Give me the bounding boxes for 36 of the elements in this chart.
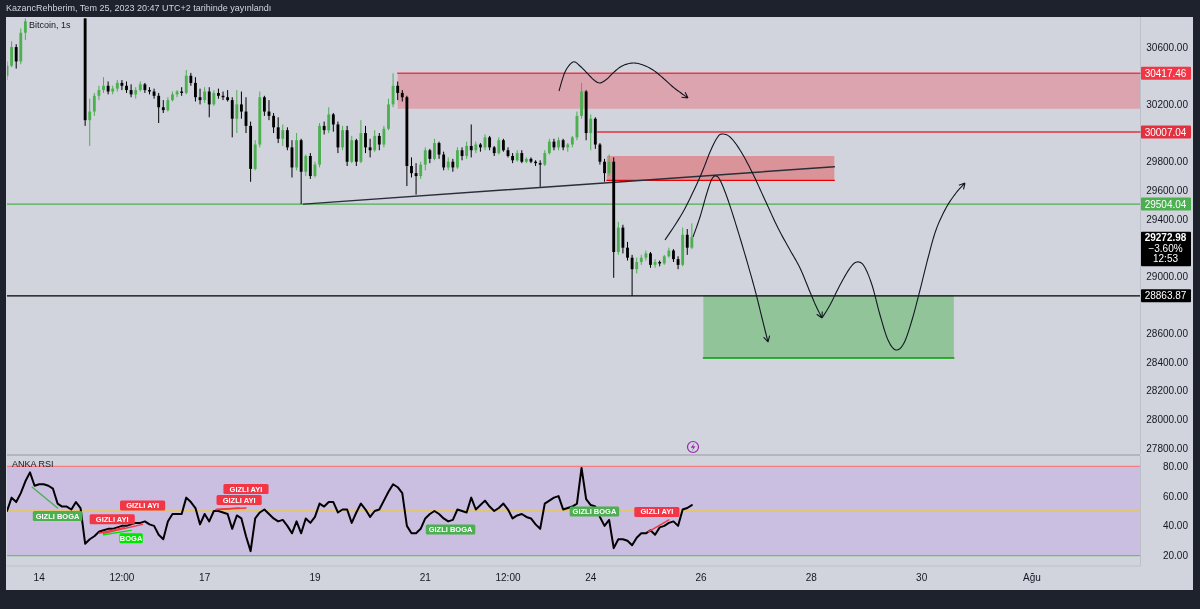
y-tick-label: 29000.00 — [1146, 270, 1189, 282]
ref-line-label: 28863.87 — [1144, 290, 1187, 302]
data-label: 30417.46 — [1144, 67, 1187, 79]
y-tick-label: 28400.00 — [1146, 356, 1189, 368]
x-tick-label: Ağu — [1023, 572, 1041, 583]
x-tick-label: 14 — [33, 572, 46, 583]
ref-line-label: 29504.04 — [1144, 198, 1187, 210]
text: −3.60% — [1148, 242, 1183, 254]
y-tick-label: 60.00 — [1162, 490, 1189, 502]
x-tick-label: 19 — [309, 572, 321, 583]
y-tick-label: 29800.00 — [1146, 156, 1189, 168]
y-tick-label: 28600.00 — [1146, 328, 1189, 340]
y-tick-label: 29600.00 — [1146, 184, 1189, 196]
x-tick-label: 17 — [199, 572, 211, 583]
y-tick-label: 29400.00 — [1146, 213, 1189, 225]
y-tick-label: 28000.00 — [1146, 414, 1189, 426]
chart-subtitle: KazancRehberim, Tem 25, 2023 20:47 UTC+2 tarihinde yayınlandı — [6, 3, 272, 13]
y-tick-label: 30600.00 — [1146, 41, 1189, 53]
y-tick-label: 80.00 — [1162, 460, 1189, 472]
y-tick-label: 30200.00 — [1146, 98, 1189, 110]
chart-title: ANKA RSI — [12, 459, 54, 469]
y-tick-label: 40.00 — [1162, 520, 1189, 532]
x-tick-label: 28 — [805, 572, 818, 583]
data-label: 30007.04 — [1144, 126, 1187, 138]
x-tick-label: 26 — [695, 572, 708, 583]
x-tick-label: 30 — [916, 572, 928, 583]
text: 29272.98 — [1144, 232, 1187, 244]
x-tick-label: 21 — [419, 572, 432, 583]
x-tick-label: 12:00 — [109, 572, 135, 583]
y-tick-label: 28200.00 — [1146, 385, 1189, 397]
x-tick-label: 24 — [585, 572, 597, 583]
y-tick-label: 27800.00 — [1146, 442, 1189, 454]
y-tick-label: 20.00 — [1162, 550, 1189, 562]
x-tick-label: 12:00 — [495, 572, 521, 583]
text: 12:53 — [1152, 253, 1179, 265]
chart-title: Bitcoin, 1s — [29, 20, 72, 30]
